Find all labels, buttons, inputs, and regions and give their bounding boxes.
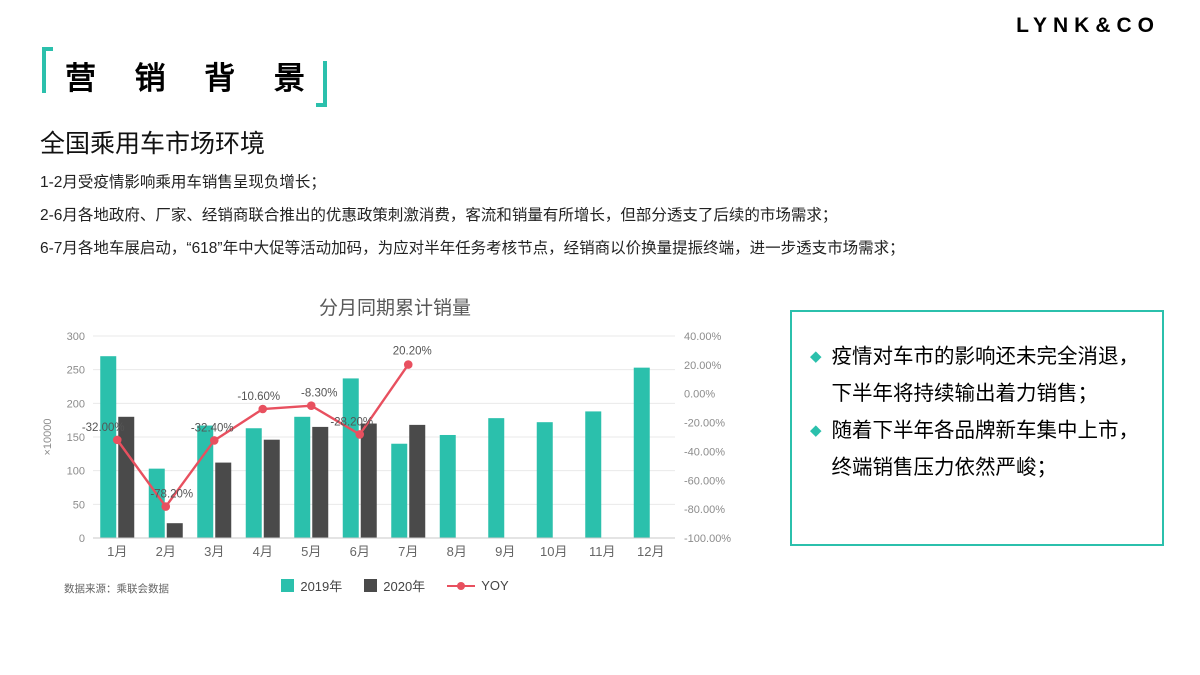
legend-line-swatch-icon: [447, 581, 476, 590]
svg-text:4月: 4月: [253, 544, 273, 559]
legend-item-2019年: 2019年: [281, 576, 342, 595]
legend-label: YOY: [481, 578, 509, 593]
title-bracket-right-icon: [315, 61, 327, 107]
svg-text:6月: 6月: [350, 544, 370, 559]
svg-text:2月: 2月: [156, 544, 176, 559]
svg-text:-28.20%: -28.20%: [330, 416, 373, 428]
chart-legend: 2019年 2020年 YOY: [35, 576, 755, 595]
svg-text:3月: 3月: [204, 544, 224, 559]
svg-text:12月: 12月: [637, 544, 664, 559]
body-line-2: 2-6月各地政府、厂家、经销商联合推出的优惠政策刺激消费，客流和销量有所增长，但…: [40, 207, 838, 224]
svg-text:-78.20%: -78.20%: [150, 489, 193, 501]
svg-text:7月: 7月: [398, 544, 418, 559]
insight-item: ◆ 随着下半年各品牌新车集中上市，终端销售压力依然严峻；: [810, 412, 1142, 486]
svg-text:-80.00%: -80.00%: [684, 504, 725, 516]
svg-text:-40.00%: -40.00%: [684, 446, 725, 458]
svg-text:20.00%: 20.00%: [684, 360, 722, 372]
legend-item-YOY: YOY: [447, 578, 509, 593]
svg-text:40.00%: 40.00%: [684, 331, 722, 343]
svg-text:150: 150: [67, 432, 85, 444]
svg-text:0: 0: [79, 533, 85, 545]
svg-text:5月: 5月: [301, 544, 321, 559]
svg-text:-32.00%: -32.00%: [82, 422, 125, 434]
svg-text:300: 300: [67, 331, 85, 343]
legend-square-swatch-icon: [364, 579, 378, 592]
svg-text:20.20%: 20.20%: [393, 346, 432, 358]
svg-text:-100.00%: -100.00%: [684, 533, 731, 545]
svg-text:100: 100: [67, 466, 85, 478]
section-subtitle: 全国乘用车市场环境: [40, 130, 266, 158]
data-source-note: 数据来源：乘联会数据: [64, 583, 169, 595]
insight-item: ◆ 疫情对车市的影响还未完全消退，下半年将持续输出着力销售；: [810, 338, 1142, 412]
sales-chart: 0 50 100 150 200 250 300 40.00% 20.00% 0.00% -20.0…: [42, 331, 731, 559]
svg-text:-32.40%: -32.40%: [191, 422, 234, 434]
title-bracket-left-icon: [42, 47, 53, 93]
svg-text:9月: 9月: [495, 544, 515, 559]
insight-text: 疫情对车市的影响还未完全消退，下半年将持续输出着力销售；: [831, 345, 1140, 405]
svg-text:0.00%: 0.00%: [684, 389, 715, 401]
svg-text:50: 50: [73, 499, 85, 511]
insight-text: 随着下半年各品牌新车集中上市，终端销售压力依然严峻；: [831, 419, 1140, 479]
brand-logo: LYNK&CO: [1016, 14, 1160, 37]
svg-text:-60.00%: -60.00%: [684, 475, 725, 487]
legend-square-swatch-icon: [281, 579, 295, 592]
svg-text:-20.00%: -20.00%: [684, 418, 725, 430]
body-line-3: 6-7月各地车展启动，“618”年中大促等活动加码，为应对半年任务考核节点，经销…: [40, 240, 905, 257]
svg-text:250: 250: [67, 365, 85, 377]
svg-text:×10000: ×10000: [42, 418, 54, 455]
title-block: 营 销 背 景: [42, 47, 327, 107]
chart-title: 分月同期累计销量: [318, 298, 471, 319]
svg-text:200: 200: [67, 398, 85, 410]
diamond-bullet-icon: ◆: [810, 348, 822, 365]
body-line-1: 1-2月受疫情影响乘用车销售呈现负增长；: [40, 174, 326, 191]
page-title: 营 销 背 景: [65, 60, 320, 96]
legend-label: 2020年: [383, 579, 426, 594]
svg-text:-10.60%: -10.60%: [237, 391, 280, 403]
svg-text:11月: 11月: [589, 544, 616, 559]
legend-label: 2019年: [300, 579, 343, 594]
svg-text:1月: 1月: [107, 544, 127, 559]
svg-text:-8.30%: -8.30%: [301, 388, 337, 400]
diamond-bullet-icon: ◆: [810, 422, 822, 439]
legend-item-2020年: 2020年: [364, 576, 425, 595]
insight-box: ◆ 疫情对车市的影响还未完全消退，下半年将持续输出着力销售； ◆ 随着下半年各品…: [790, 310, 1164, 546]
body-text: 1-2月受疫情影响乘用车销售呈现负增长； 2-6月各地政府、厂家、经销商联合推出…: [40, 166, 905, 265]
svg-text:10月: 10月: [540, 544, 567, 559]
svg-text:8月: 8月: [447, 544, 467, 559]
